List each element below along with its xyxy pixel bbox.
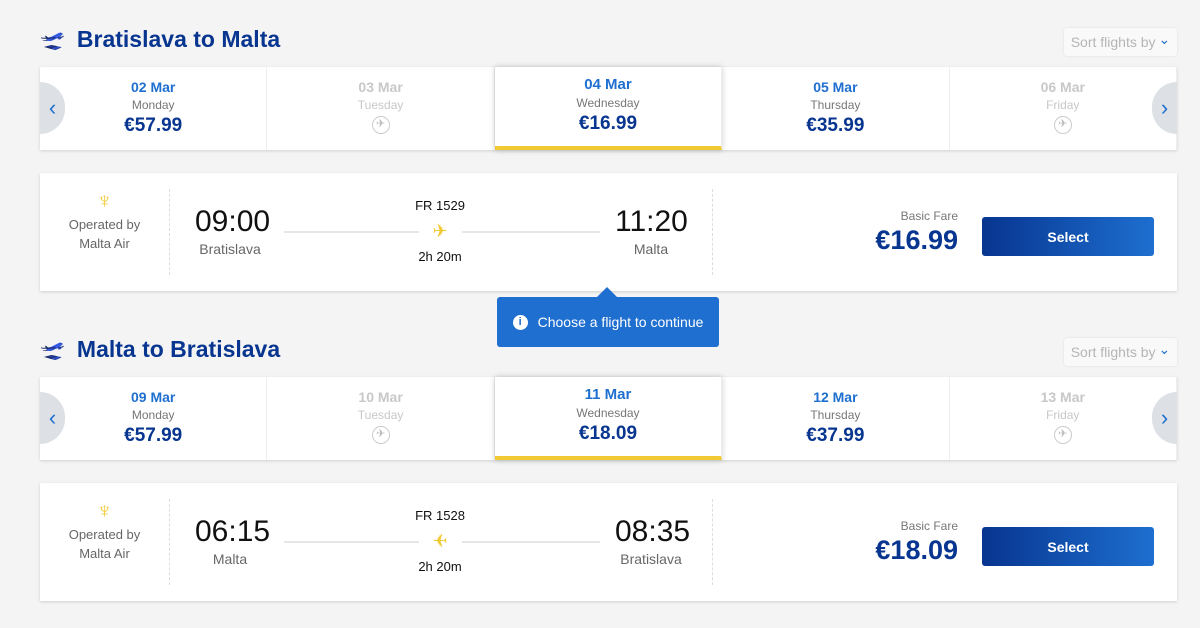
no-flights-icon: ✈ [1053,116,1072,134]
sort-flights-dropdown[interactable]: Sort flights by ⌄ [1064,28,1177,56]
date-option[interactable]: 03 Mar Tuesday ✈ [267,67,495,150]
route-line [462,541,600,543]
plane-icon: ✈ [432,221,448,241]
date-selector: 09 Mar Monday €57.99 10 Mar Tuesday ✈ 11 Mar We… [40,377,1177,460]
route-title: Bratislava to Malta [76,26,281,52]
fare-price: €18.09 [875,535,958,565]
section-title: 🛫 Bratislava to Malta [40,26,280,53]
sort-flights-dropdown[interactable]: Sort flights by ⌄ [1064,338,1177,366]
date: 03 Mar [358,79,403,95]
flight-card: ♆ Operated by Malta Air 09:00 Bratislava FR 1… [40,173,1177,291]
weekday: Monday [131,408,175,422]
date-option[interactable]: 13 Mar Friday ✈ [950,377,1177,460]
plane-icon: ✈ [432,531,448,551]
select-flight-button[interactable]: Select [982,217,1154,256]
chevron-down-icon: ⌄ [1158,30,1171,47]
date-option[interactable]: 06 Mar Friday ✈ [950,67,1177,150]
fare-label: Basic Fare [900,209,958,223]
plane-takeoff-icon: 🛫 [40,339,65,361]
route-line [284,231,419,233]
ryanair-harp-logo: ♆ [96,498,113,523]
operator: ♆ Operated by Malta Air [40,499,170,585]
date-selector: 02 Mar Monday €57.99 03 Mar Tuesday ✈ 04 Mar We… [40,67,1177,150]
chevron-down-icon: ⌄ [1158,340,1171,357]
flight-number: FR 1529 [415,198,465,213]
operator-name: Malta Air [79,546,130,561]
ryanair-harp-logo: ♆ [96,188,113,213]
date-price: €16.99 [578,113,638,134]
weekday: Thursday [810,408,861,422]
weekday: Tuesday [357,408,404,422]
date: 09 Mar [131,389,176,405]
weekday: Wednesday [576,406,640,420]
date-price: €18.09 [578,423,638,444]
flight-number: FR 1528 [415,508,465,523]
info-icon: i [512,314,528,330]
arrival-city: Malta [633,241,669,257]
weekday: Friday [1046,408,1080,422]
date-option[interactable]: 05 Mar Thursday €35.99 [722,67,950,150]
date-price: €37.99 [806,425,865,446]
no-flights-icon: ✈ [371,426,390,444]
fare-label: Basic Fare [900,519,958,533]
date-option[interactable]: 12 Mar Thursday €37.99 [722,377,950,460]
trip-section: 🛫 Malta to Bratislava Sort flights by ⌄ ‹ › 09… [0,310,1200,610]
weekday: Monday [131,98,175,112]
sort-label: Sort flights by [1070,34,1156,50]
date: 11 Mar [584,386,632,403]
operator-name: Malta Air [79,236,130,251]
divider [712,499,713,585]
date: 02 Mar [131,79,176,95]
date-option[interactable]: 10 Mar Tuesday ✈ [267,377,495,460]
date-option[interactable]: 02 Mar Monday €57.99 [40,67,268,150]
arrival-time: 11:20 [615,205,688,238]
operated-by-label: Operated by [68,527,141,542]
route-title: Malta to Bratislava [76,336,281,362]
date-price: €57.99 [124,425,183,446]
date-option[interactable]: 04 Mar Wednesday €16.99 [494,67,723,150]
weekday: Tuesday [357,98,404,112]
date: 04 Mar [584,76,632,93]
operated-by-label: Operated by [68,217,141,232]
section-title: 🛫 Malta to Bratislava [40,336,280,363]
weekday: Friday [1046,98,1080,112]
date: 12 Mar [813,389,858,405]
choose-flight-tooltip: i Choose a flight to continue [497,287,719,347]
arrival-time: 08:35 [615,515,691,548]
weekday: Wednesday [576,96,640,110]
date: 10 Mar [358,389,403,405]
duration: 2h 20m [418,249,462,264]
duration: 2h 20m [418,559,462,574]
weekday: Thursday [810,98,861,112]
arrival-city: Bratislava [620,551,682,567]
trip-section: 🛫 Bratislava to Malta Sort flights by ⌄ ‹ › 02… [0,0,1200,300]
date-option[interactable]: 11 Mar Wednesday €18.09 [494,377,723,460]
plane-takeoff-icon: 🛫 [40,29,65,51]
departure-time: 06:15 [195,515,271,548]
departure-time: 09:00 [195,205,271,238]
no-flights-icon: ✈ [371,116,390,134]
date: 05 Mar [813,79,858,95]
divider [712,189,713,275]
departure-city: Bratislava [199,241,261,257]
date-option[interactable]: 09 Mar Monday €57.99 [40,377,268,460]
select-flight-button[interactable]: Select [982,527,1154,566]
route-line [462,231,600,233]
date-price: €57.99 [124,115,183,136]
flight-card: ♆ Operated by Malta Air 06:15 Malta FR 1528 ✈ 2… [40,483,1177,601]
no-flights-icon: ✈ [1053,426,1072,444]
operator: ♆ Operated by Malta Air [40,189,170,275]
fare-price: €16.99 [875,225,958,255]
tooltip-text: Choose a flight to continue [537,314,704,330]
date: 13 Mar [1040,389,1085,405]
sort-label: Sort flights by [1070,344,1156,360]
date: 06 Mar [1040,79,1085,95]
date-price: €35.99 [806,115,865,136]
departure-city: Malta [212,551,248,567]
route-line [284,541,419,543]
